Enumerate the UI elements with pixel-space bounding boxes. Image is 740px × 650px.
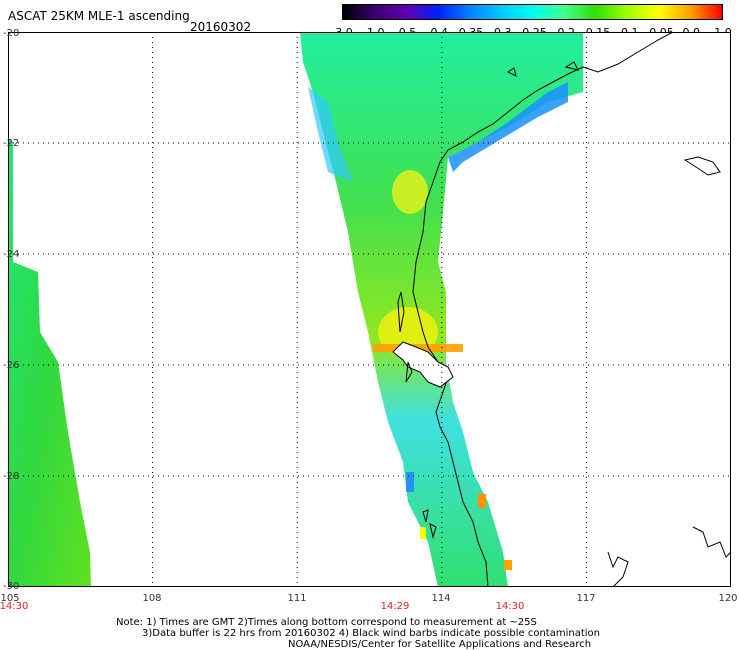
coast-southeast-2: [692, 526, 731, 558]
island-5: [683, 156, 721, 176]
product-title: ASCAT 25KM MLE-1 ascending: [8, 9, 190, 23]
note-line-3: NOAA/NESDIS/Center for Satellite Applica…: [288, 639, 592, 650]
lat-label-28: -28: [3, 471, 20, 482]
lat-label-24: -24: [3, 249, 20, 260]
orange-spot: [478, 494, 486, 508]
lon-label-120: 120: [718, 593, 738, 604]
map-svg: [8, 32, 731, 587]
left-swath: [8, 137, 91, 587]
time-label-right: 14:30: [495, 601, 525, 612]
main-swath: [300, 32, 583, 587]
lon-label-105: 105: [0, 593, 20, 604]
lon-label-111: 111: [287, 593, 307, 604]
lat-label-30: -30: [3, 581, 20, 592]
yellow-spot: [420, 527, 426, 539]
island-1: [397, 291, 405, 333]
lon-label-108: 108: [142, 593, 162, 604]
map-area: [8, 32, 731, 587]
island-3: [564, 61, 579, 71]
product-date: 20160302: [190, 20, 252, 34]
lon-label-114: 114: [431, 593, 451, 604]
color-scale-bar: [342, 4, 723, 20]
blue-patch: [448, 82, 568, 172]
time-label-left: 14:30: [0, 601, 29, 612]
island-4: [507, 67, 517, 77]
island-2: [405, 361, 413, 383]
lat-label-22: -22: [3, 138, 20, 149]
note-line-2: 3)Data buffer is 22 hrs from 20160302 4)…: [142, 628, 600, 639]
grid-lines: [8, 32, 731, 587]
coast-southeast-1: [607, 551, 629, 587]
blue-spot-south: [406, 472, 414, 492]
coastline-west-australia: [412, 66, 584, 587]
orange-spot-2: [504, 560, 512, 570]
yellow-patch-north: [392, 170, 428, 214]
time-label-center: 14:29: [380, 601, 410, 612]
coastline-north: [582, 32, 674, 73]
light-blue-patch: [308, 87, 353, 182]
island-6: [422, 509, 437, 539]
lon-label-117: 117: [576, 593, 596, 604]
lat-label-20: -20: [3, 28, 20, 39]
note-line-1: Note: 1) Times are GMT 2)Times along bot…: [116, 617, 537, 628]
lat-label-26: -26: [3, 360, 20, 371]
